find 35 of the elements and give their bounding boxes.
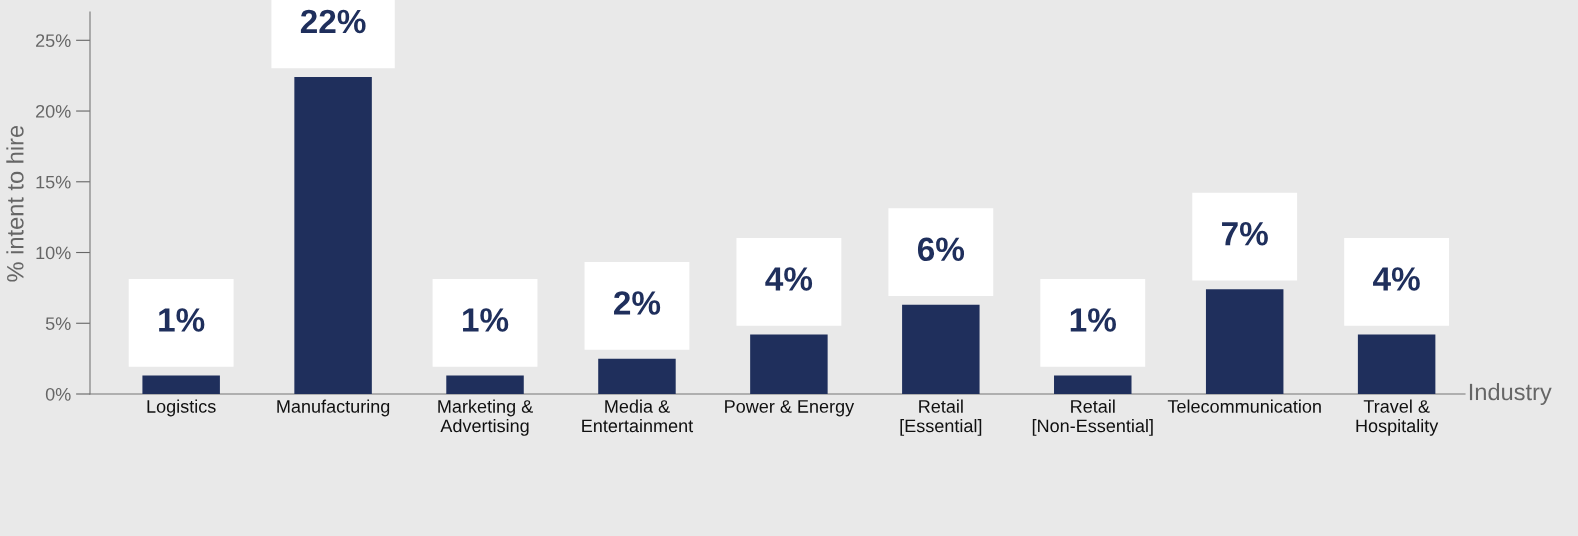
data-label: 7% — [1222, 221, 1268, 246]
data-label: 1% — [463, 308, 509, 332]
x-tick-label: Retail [Non-Essential] — [1032, 399, 1153, 436]
x-tick-label: Travel & Hospitality — [1356, 399, 1439, 436]
y-tick-label: 20% — [36, 104, 71, 118]
y-tick-label: 15% — [36, 175, 71, 189]
data-label: 4% — [765, 267, 813, 291]
x-tick-label: Retail [Essential] — [900, 399, 982, 436]
bar — [750, 334, 828, 394]
bar — [902, 304, 980, 394]
bar — [1357, 334, 1436, 394]
bar — [1205, 289, 1284, 394]
y-axis-title: % intent to hire — [6, 125, 24, 282]
x-tick-label: Logistics — [147, 399, 216, 417]
data-label: 22% — [300, 9, 366, 34]
x-tick-label: Manufacturing — [277, 399, 390, 417]
data-label: 1% — [1070, 308, 1116, 332]
data-label: 6% — [917, 237, 965, 262]
x-axis-title: Industry — [1469, 382, 1552, 405]
y-tick-label: 5% — [45, 317, 71, 330]
bar — [142, 375, 220, 394]
bar — [598, 358, 676, 394]
bar — [294, 77, 372, 394]
y-tick-label: 10% — [36, 246, 71, 260]
bar — [1054, 375, 1132, 394]
x-tick-label: Telecommunication — [1167, 399, 1321, 413]
data-label: 1% — [159, 308, 205, 332]
x-tick-label: Marketing & Advertising — [438, 399, 533, 436]
y-tick-label: 25% — [36, 34, 71, 48]
y-tick-label: 0% — [45, 387, 71, 401]
x-tick-label: Power & Energy — [725, 400, 855, 417]
bar — [446, 375, 524, 394]
data-label: 2% — [614, 291, 661, 315]
x-tick-label: Media & Entertainment — [582, 399, 694, 433]
data-label: 4% — [1373, 267, 1420, 291]
